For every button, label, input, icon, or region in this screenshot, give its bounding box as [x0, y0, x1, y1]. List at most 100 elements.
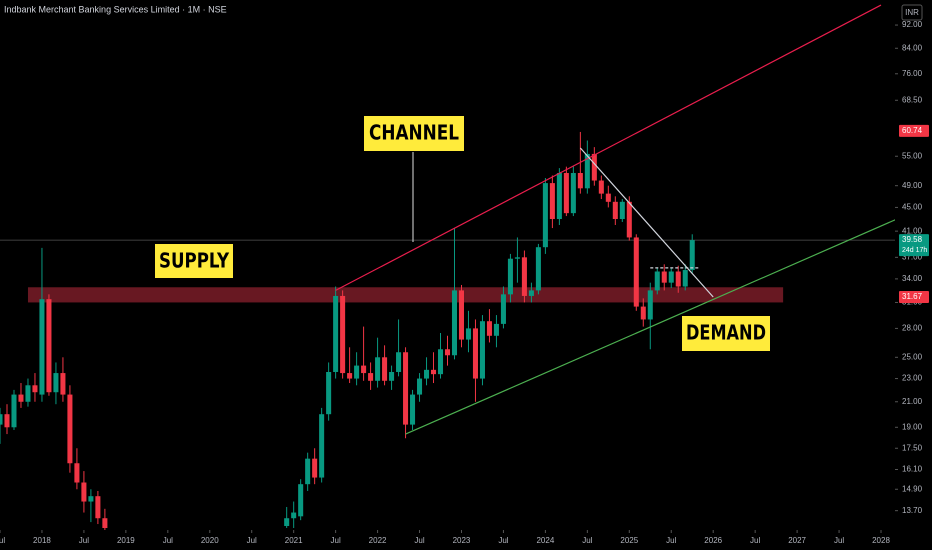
candle-body — [410, 394, 416, 425]
x-tick-label: Jul — [750, 536, 760, 545]
candle-body — [382, 357, 388, 381]
currency-box — [901, 4, 923, 21]
price-tag — [899, 290, 929, 303]
candle-body — [612, 201, 618, 220]
y-tick-label: 34.00 — [902, 274, 923, 283]
candle-body — [465, 328, 471, 340]
y-tick-label: 19.00 — [902, 422, 923, 431]
currency: INR — [905, 8, 919, 17]
candle-body — [0, 414, 3, 425]
x-tick-label: 2024 — [536, 536, 554, 545]
x-tick-label: 2026 — [704, 536, 722, 545]
candle-body — [81, 482, 87, 502]
candle-body — [521, 257, 527, 296]
annotation: DEMAND — [686, 321, 766, 345]
candle-body — [389, 371, 395, 381]
candle-body — [584, 153, 590, 189]
candle-body — [298, 484, 304, 517]
candle-body — [396, 352, 402, 372]
candle-body — [11, 394, 17, 428]
y-tick-label: 28.00 — [902, 324, 923, 333]
candle-body — [570, 173, 576, 214]
y-tick-label: 37.00 — [902, 252, 923, 261]
candle-body — [486, 321, 492, 336]
price-tag — [899, 124, 929, 137]
candle-body — [668, 271, 674, 283]
candle-body — [640, 306, 646, 320]
candle-body — [284, 518, 290, 527]
candle-body — [4, 414, 10, 428]
candle-body — [661, 271, 667, 283]
candle-body — [647, 290, 653, 320]
candle-body — [528, 290, 534, 296]
x-tick-label: 2027 — [788, 536, 806, 545]
x-tick-label: 2019 — [117, 536, 135, 545]
candle-body — [361, 365, 367, 374]
y-tick-label: 41.00 — [902, 226, 923, 235]
candle-body — [25, 385, 31, 402]
candle-body — [591, 153, 597, 181]
candle-body — [430, 369, 437, 375]
chart-title: Indbank Merchant Banking Services Limite… — [4, 4, 227, 14]
trendline — [579, 147, 714, 298]
candle-body — [305, 458, 311, 485]
y-tick-label: 21.00 — [902, 397, 923, 406]
y-tick-label: 45.00 — [902, 203, 923, 212]
candle-body — [417, 378, 423, 395]
candle-body — [347, 373, 353, 379]
candle-body — [451, 290, 458, 356]
x-tick-label: 2025 — [620, 536, 638, 545]
candle-body — [403, 352, 409, 425]
candle-body — [95, 496, 101, 519]
candle-body — [563, 173, 569, 214]
annotation: CHANNEL — [369, 121, 459, 145]
y-tick-label: 76.00 — [902, 69, 923, 78]
candle-body — [312, 458, 318, 478]
supply-zone — [27, 287, 784, 303]
candle-body — [500, 294, 506, 324]
x-tick-label: 2018 — [33, 536, 51, 545]
x-tick-label: 2023 — [453, 536, 471, 545]
candle-body — [626, 201, 632, 238]
candle-body — [32, 385, 38, 393]
candle-body — [368, 373, 374, 381]
y-tick-label: 17.50 — [902, 443, 923, 452]
candle-body — [74, 463, 80, 483]
x-tick-label: Jul — [247, 536, 257, 545]
candle-body — [53, 373, 59, 393]
x-tick-label: Jul — [0, 536, 5, 545]
y-tick-label: 13.70 — [902, 506, 923, 515]
y-tick-label: 68.50 — [902, 95, 923, 104]
y-tick-label: 92.00 — [902, 20, 923, 29]
candle-body — [60, 373, 66, 395]
x-tick-label: Jul — [834, 536, 844, 545]
candle-body — [444, 349, 451, 356]
candle-body — [39, 299, 45, 395]
candle-body — [291, 512, 297, 519]
candle-body — [619, 201, 625, 220]
candle-body — [535, 247, 541, 291]
annotation-box — [682, 316, 770, 351]
y-tick-label: 16.10 — [902, 465, 923, 474]
candle-body — [633, 237, 639, 307]
candle-body — [375, 357, 381, 381]
candle-body — [18, 394, 24, 402]
x-tick-label: Jul — [582, 536, 592, 545]
x-tick-label: Jul — [414, 536, 424, 545]
plot-area — [0, 4, 895, 530]
x-tick-label: 2021 — [285, 536, 303, 545]
candle-body — [88, 496, 94, 502]
candle-body — [354, 365, 360, 379]
price-tag-label: 60.74 — [902, 126, 923, 135]
x-tick-label: Jul — [331, 536, 341, 545]
price-tag — [899, 234, 929, 257]
candle-body — [424, 369, 430, 379]
x-tick-label: Jul — [666, 536, 676, 545]
price-tag-label: 39.58 — [902, 235, 923, 244]
candle-body — [507, 258, 513, 295]
candle-body — [319, 414, 325, 478]
candle-body — [46, 299, 52, 393]
x-tick-label: 2022 — [369, 536, 387, 545]
candle-body — [333, 295, 339, 372]
annotation-box — [155, 244, 233, 278]
